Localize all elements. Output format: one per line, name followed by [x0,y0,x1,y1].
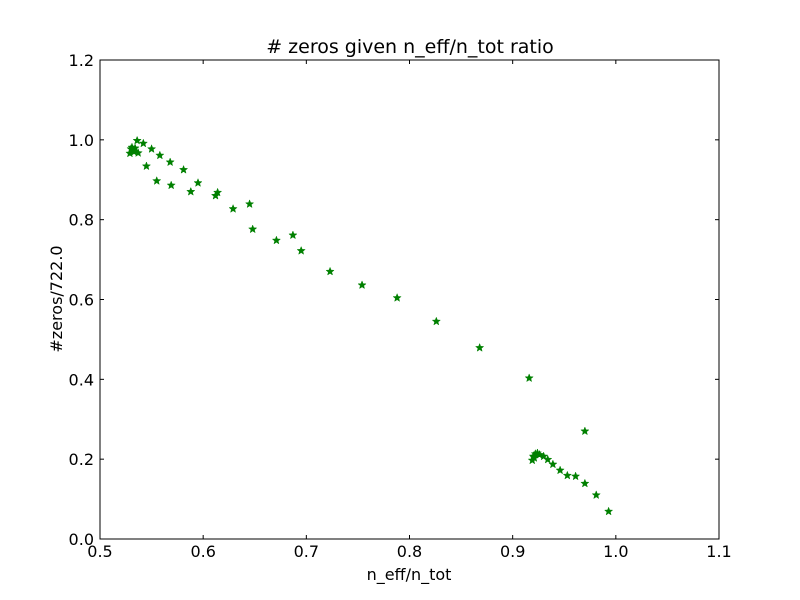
data-point-star [138,138,148,148]
data-point-star [130,143,140,153]
tick-labels: 0.5 0.6 0.7 0.8 0.9 1.0 1.1 0.0 0.2 0.4 0.6 0.8 1.0 1… [69,51,732,561]
data-point-star [555,465,565,475]
data-point-star [133,148,143,157]
data-point-star [534,449,545,459]
data-point-star [132,135,142,145]
x-tick-label: 0.5 [87,542,112,561]
x-tick-label: 0.8 [397,542,422,561]
data-point-star [212,187,223,197]
y-axis-label: #zeros/722.0 [47,245,66,352]
data-point-star [193,178,203,187]
data-point-star [228,203,238,213]
plot-area-frame [99,59,720,540]
x-tick-label: 1.0 [603,542,628,561]
data-point-star [152,176,162,185]
x-tick-label: 1.1 [706,542,731,561]
x-tick-label: 0.7 [294,542,319,561]
data-point-star [325,266,335,276]
x-axis-label: n_eff/n_tot [367,565,452,585]
data-point-star [186,186,196,196]
data-point-star [570,471,581,481]
y-tick-label: 1.2 [69,51,94,70]
y-tick-label: 0.4 [69,370,94,389]
data-point-star [244,199,255,209]
data-point-star [603,506,614,516]
data-point-star [543,454,553,464]
y-tick-label: 0.6 [69,291,94,310]
data-point-star [548,459,558,469]
data-point-star [580,478,590,488]
data-point-star [591,490,601,500]
data-point-star [248,224,258,234]
data-point-star [431,316,441,326]
data-point-star [562,470,573,480]
x-tick-label: 0.9 [500,542,525,561]
data-point-star [178,164,189,174]
y-tick-label: 0.8 [69,211,94,230]
data-point-star [288,230,298,240]
y-tick-label: 1.0 [69,131,94,150]
y-tick-label: 0.2 [69,450,94,469]
data-point-star [475,342,485,352]
y-tick-label: 0.0 [69,530,94,549]
data-point-star [271,235,282,245]
data-point-star [141,161,152,171]
chart-title: # zeros given n_eff/n_tot ratio [266,36,554,58]
data-points [125,135,614,516]
data-point-star [296,245,306,255]
data-point-star [155,150,165,160]
data-point-star [165,157,175,167]
data-point-star [524,373,534,383]
data-point-star [146,144,157,153]
data-point-star [392,293,402,302]
x-tick-label: 0.6 [190,542,215,561]
data-point-star [580,426,590,436]
data-point-star [166,180,176,190]
data-point-star [357,280,367,290]
